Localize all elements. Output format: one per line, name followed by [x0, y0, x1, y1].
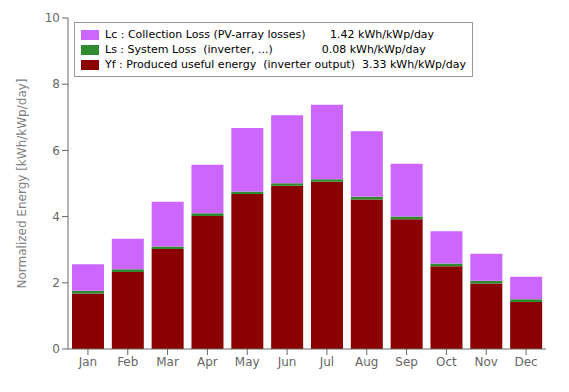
- svg-text:Feb: Feb: [117, 355, 138, 369]
- svg-text:Nov: Nov: [475, 355, 498, 369]
- html-text:Lc : Collection Loss (PV-array: Lc : Collection Loss (PV-array losses) 1…: [105, 28, 435, 41]
- svg-text:Dec: Dec: [514, 355, 537, 369]
- svg-text:Apr: Apr: [197, 355, 218, 369]
- html-text:Yf : Produced useful energy (i: Yf : Produced useful energy (inverter ou…: [105, 58, 466, 71]
- svg-text:Normalized Energy [kWh/kWp/day: Normalized Energy [kWh/kWp/day]: [15, 78, 29, 288]
- svg-text:Mar: Mar: [156, 355, 179, 369]
- svg-text:Aug: Aug: [355, 355, 378, 369]
- svg-text:8: 8: [52, 77, 60, 91]
- svg-text:Sep: Sep: [395, 355, 418, 369]
- html-text:Ls : System Loss (inverter, ..: Ls : System Loss (inverter, ...) 0.08 kW…: [105, 43, 426, 56]
- svg-text:4: 4: [52, 210, 60, 224]
- svg-text:May: May: [235, 355, 260, 369]
- svg-text:Jun: Jun: [277, 355, 297, 369]
- svg-text:10: 10: [45, 11, 60, 25]
- svg-text:6: 6: [52, 144, 60, 158]
- svg-text:Oct: Oct: [436, 355, 457, 369]
- svg-text:0: 0: [52, 342, 60, 356]
- svg-text:Jan: Jan: [78, 355, 98, 369]
- svg-text:Jul: Jul: [319, 355, 334, 369]
- svg-text:2: 2: [52, 276, 60, 290]
